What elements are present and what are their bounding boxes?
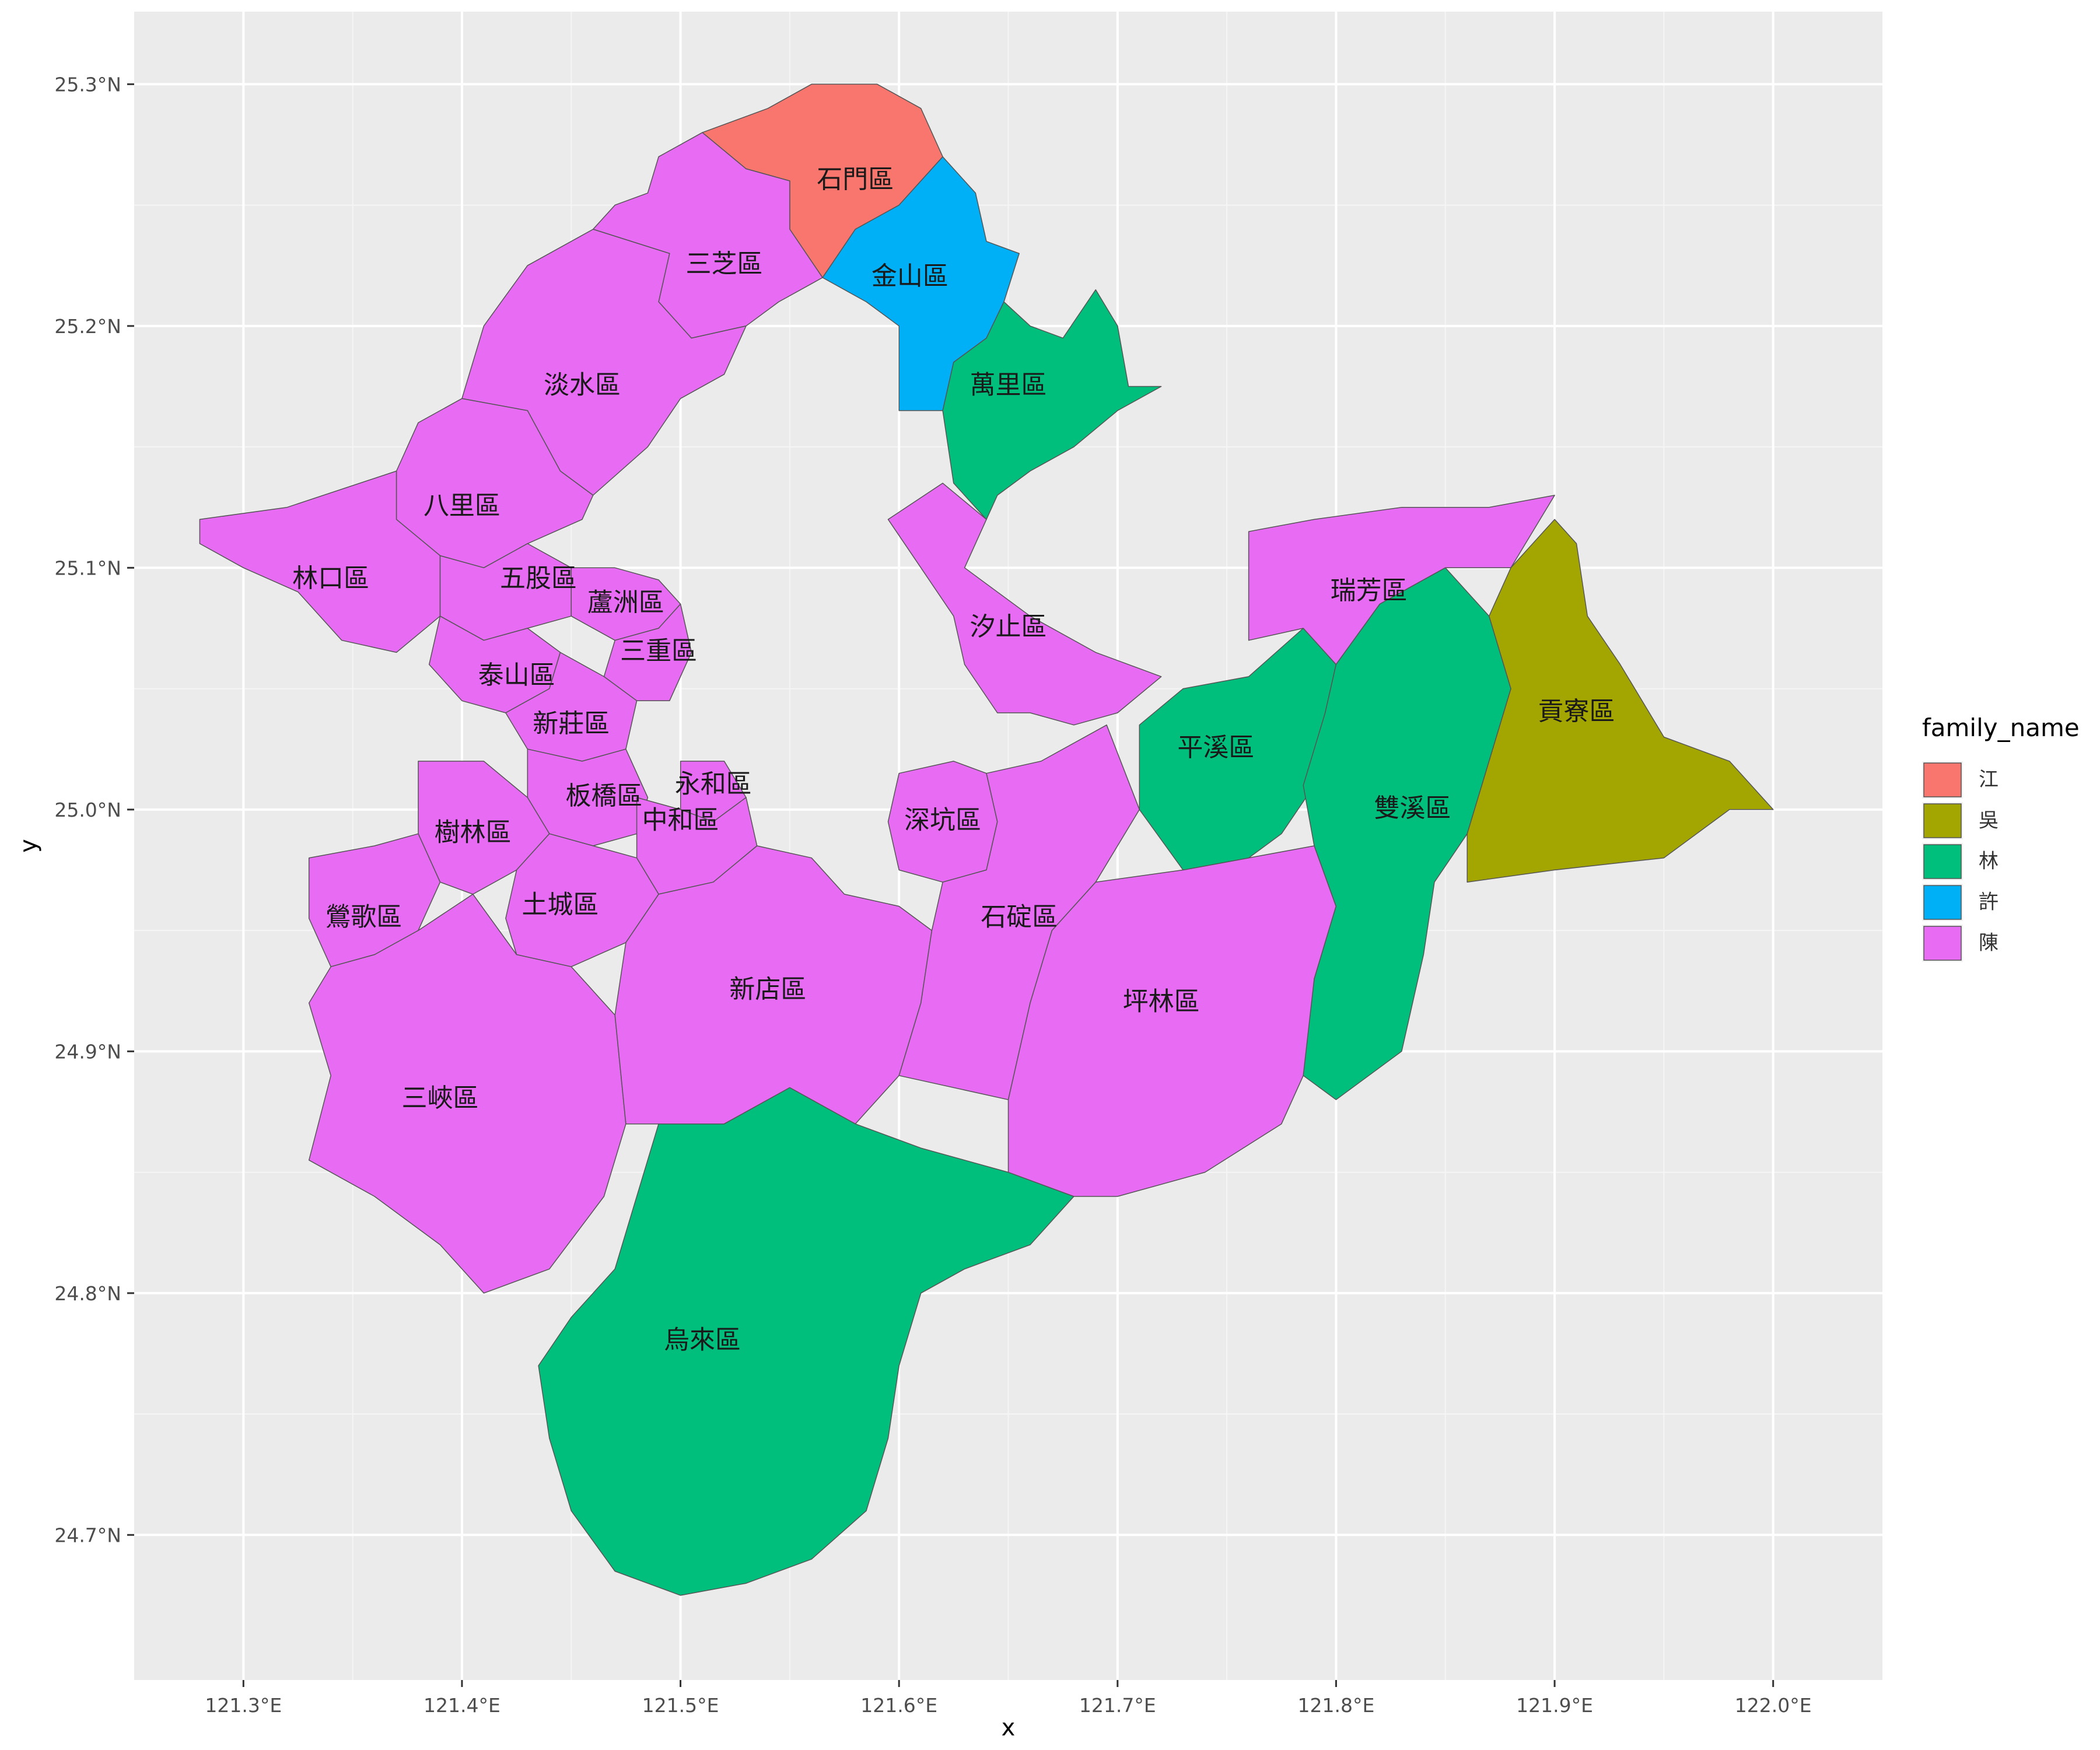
district-region bbox=[199, 470, 441, 653]
district-label: 汐止區 bbox=[970, 612, 1047, 642]
district-label: 五股區 bbox=[500, 564, 577, 593]
y-tick-label: 25.0°N bbox=[54, 799, 121, 821]
x-tick-label: 121.6°E bbox=[860, 1694, 937, 1717]
district-label: 蘆洲區 bbox=[587, 588, 664, 618]
x-axis: 121.3°E 121.4°E 121.5°E 121.6°E 121.7°E 121.8… bbox=[205, 1680, 1812, 1717]
district-label: 新店區 bbox=[729, 975, 806, 1005]
legend-label: 吳 bbox=[1979, 809, 1999, 832]
district-label: 淡水區 bbox=[544, 370, 621, 400]
legend-label: 林 bbox=[1979, 850, 1999, 873]
x-tick-label: 121.7°E bbox=[1079, 1694, 1156, 1717]
y-tick-label: 24.8°N bbox=[54, 1282, 121, 1305]
y-tick-label: 25.1°N bbox=[54, 556, 121, 579]
district-label: 三峽區 bbox=[401, 1083, 478, 1113]
district-label: 三芝區 bbox=[685, 249, 762, 279]
district-region bbox=[538, 1087, 1074, 1596]
district-region bbox=[942, 289, 1162, 520]
district-region bbox=[308, 894, 626, 1294]
district-label: 石碇區 bbox=[981, 902, 1058, 932]
district-label: 板橋區 bbox=[565, 781, 642, 811]
legend-swatch bbox=[1923, 844, 1962, 879]
district-region bbox=[887, 482, 1162, 726]
x-tick-label: 122.0°E bbox=[1735, 1694, 1812, 1717]
district-label: 瑞芳區 bbox=[1331, 576, 1408, 606]
district-label: 萬里區 bbox=[970, 370, 1047, 400]
district-label: 泰山區 bbox=[478, 660, 555, 690]
legend-swatch bbox=[1923, 885, 1962, 920]
x-tick-label: 121.3°E bbox=[205, 1694, 282, 1717]
district-label: 八里區 bbox=[424, 491, 501, 521]
legend-swatch bbox=[1923, 926, 1962, 961]
legend-swatch bbox=[1923, 803, 1962, 838]
district-label: 貢寮區 bbox=[1538, 696, 1615, 726]
district-label: 坪林區 bbox=[1123, 986, 1200, 1016]
x-tick-label: 121.4°E bbox=[424, 1694, 501, 1717]
x-axis-title: x bbox=[1002, 1714, 1016, 1741]
legend-title: family_name bbox=[1922, 713, 2080, 742]
legend-label: 許 bbox=[1979, 891, 1999, 914]
legend-label: 江 bbox=[1979, 768, 1999, 792]
y-tick-label: 24.7°N bbox=[54, 1524, 121, 1546]
district-region bbox=[461, 229, 747, 496]
district-label: 石門區 bbox=[817, 164, 894, 194]
district-label: 深坑區 bbox=[904, 806, 981, 835]
district-region bbox=[1248, 495, 1555, 665]
district-regions bbox=[199, 83, 1774, 1596]
district-label: 烏來區 bbox=[664, 1325, 741, 1355]
y-tick-label: 25.2°N bbox=[54, 315, 121, 338]
district-label: 土城區 bbox=[522, 890, 599, 920]
legend-swatch bbox=[1923, 762, 1962, 797]
district-label: 雙溪區 bbox=[1374, 793, 1451, 823]
y-axis-title: y bbox=[15, 839, 42, 853]
x-tick-label: 121.9°E bbox=[1516, 1694, 1593, 1717]
district-region bbox=[1303, 567, 1511, 1100]
district-label: 永和區 bbox=[675, 769, 752, 799]
district-region bbox=[1466, 519, 1774, 883]
district-label: 樹林區 bbox=[435, 817, 512, 847]
district-label: 新莊區 bbox=[533, 709, 610, 738]
x-tick-label: 121.5°E bbox=[642, 1694, 719, 1717]
district-label: 三重區 bbox=[620, 636, 697, 666]
district-label: 林口區 bbox=[292, 564, 369, 593]
x-tick-label: 121.8°E bbox=[1298, 1694, 1375, 1717]
y-tick-label: 25.3°N bbox=[54, 73, 121, 96]
district-label: 平溪區 bbox=[1177, 733, 1254, 762]
district-label: 金山區 bbox=[872, 261, 949, 291]
legend-label: 陳 bbox=[1979, 932, 1999, 955]
y-tick-label: 24.9°N bbox=[54, 1040, 121, 1063]
district-label: 鶯歌區 bbox=[325, 902, 402, 932]
district-label: 中和區 bbox=[642, 806, 719, 835]
y-axis: 24.7°N 24.8°N 24.9°N 25.0°N 25.1°N 25.2°N 25.3… bbox=[54, 73, 134, 1546]
